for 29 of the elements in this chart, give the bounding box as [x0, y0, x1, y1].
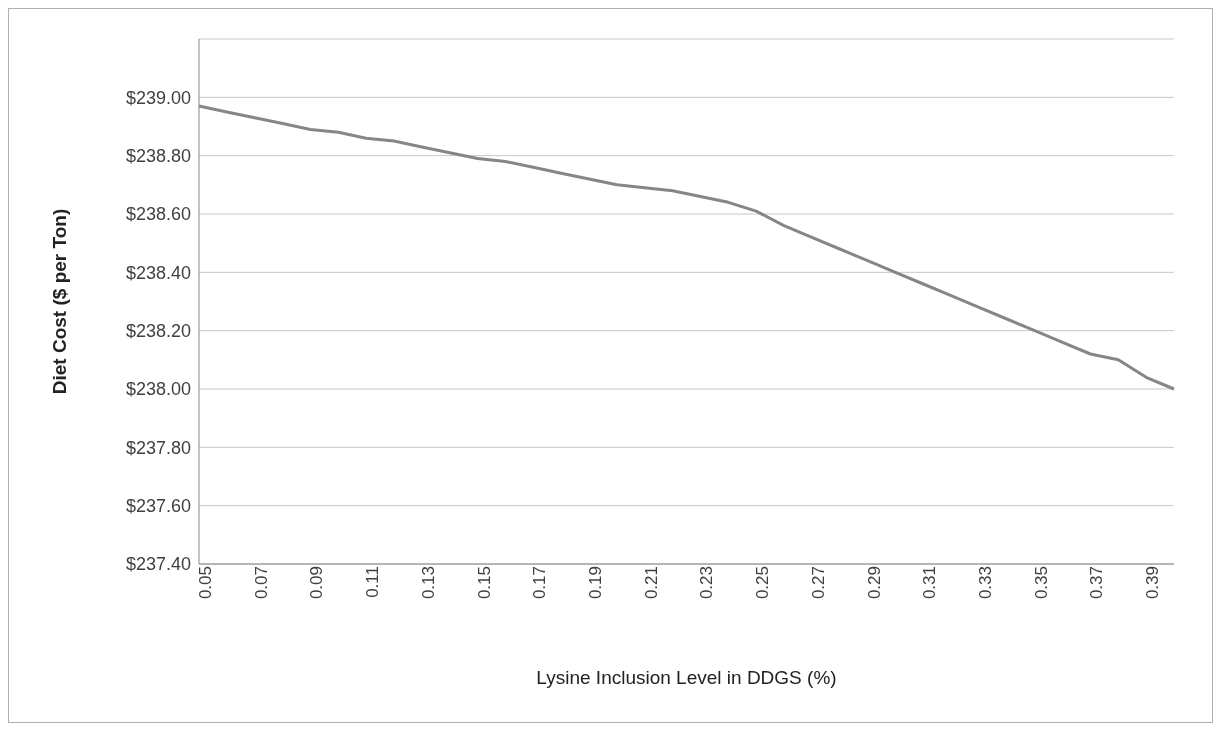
x-tick-label: 0.15	[474, 566, 494, 600]
x-tick-label: 0.19	[586, 566, 606, 600]
x-tick-label: 0.13	[418, 566, 438, 600]
y-tick-label: $239.00	[125, 87, 191, 108]
x-tick-label: 0.39	[1143, 566, 1163, 600]
x-tick-label: 0.21	[641, 566, 661, 600]
x-tick-label: 0.17	[530, 566, 550, 600]
y-tick-label: $237.60	[125, 496, 191, 517]
x-tick-label: 0.35	[1031, 566, 1051, 600]
y-tick-label: $237.80	[125, 437, 191, 458]
x-tick-label: 0.25	[753, 566, 773, 600]
x-axis-title: Lysine Inclusion Level in DDGS (%)	[536, 667, 837, 688]
y-axis-title: Diet Cost ($ per Ton)	[48, 208, 70, 395]
x-tick-label: 0.23	[697, 566, 717, 600]
x-tick-label: 0.27	[808, 566, 828, 600]
x-tick-label: 0.11	[363, 566, 383, 598]
y-tick-label: $238.40	[125, 262, 191, 283]
y-tick-label: $238.20	[125, 321, 191, 342]
x-tick-label: 0.31	[920, 566, 940, 600]
x-tick-label: 0.09	[307, 566, 327, 600]
x-tick-label: 0.29	[864, 566, 884, 600]
x-tick-label: 0.33	[976, 566, 996, 600]
y-tick-label: $238.60	[125, 204, 191, 225]
x-tick-label: 0.07	[251, 566, 271, 600]
y-tick-label: $238.00	[125, 379, 191, 400]
x-tick-label: 0.05	[196, 566, 216, 600]
x-tick-label: 0.37	[1087, 566, 1107, 600]
y-tick-label: $237.40	[125, 554, 191, 575]
y-tick-label: $238.80	[125, 146, 191, 167]
